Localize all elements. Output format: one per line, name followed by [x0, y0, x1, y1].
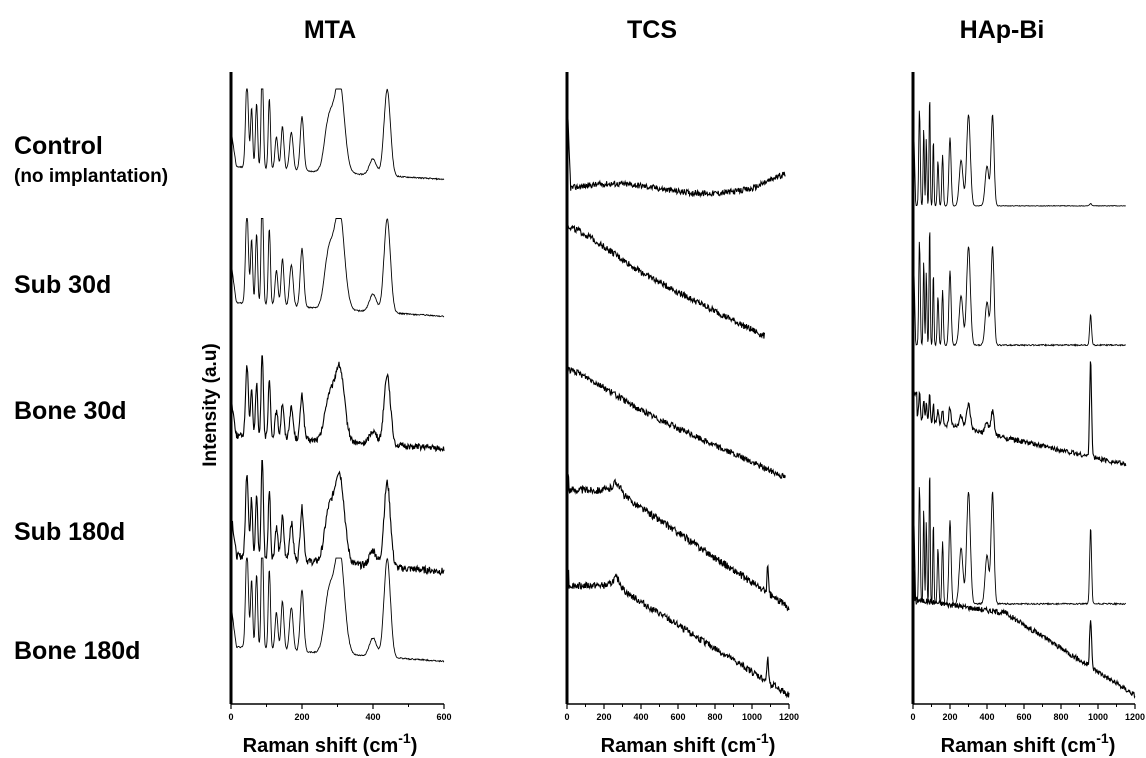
- x-axis-label-mta: Raman shift (cm-1): [243, 730, 418, 757]
- row-label-control: Control: [14, 132, 103, 160]
- x-tick-label: 0: [228, 712, 233, 722]
- x-axis-label-close: ): [769, 735, 776, 757]
- panel-title-tcs: TCS: [627, 16, 677, 44]
- y-axis-label: Intensity (a.u): [200, 343, 221, 467]
- row-label-sub-180d: Sub 180d: [14, 518, 125, 546]
- x-axis-label-main: Raman shift (cm: [941, 735, 1097, 757]
- spectrum-line-hapbi-2: [912, 361, 1127, 467]
- row-label-bone-180d: Bone 180d: [14, 637, 140, 665]
- spectrum-line-hapbi-3: [912, 477, 1126, 606]
- x-axis-label-close: ): [1109, 735, 1116, 757]
- x-axis-label-main: Raman shift (cm: [601, 735, 757, 757]
- spectrum-line-mta-3: [230, 460, 445, 576]
- spectrum-line-tcs-3: [566, 473, 790, 612]
- x-tick-label: 0: [564, 712, 569, 722]
- row-label-sub-30d: Sub 30d: [14, 271, 111, 299]
- row-label-bone-30d: Bone 30d: [14, 397, 127, 425]
- x-tick-label: 800: [1053, 712, 1068, 722]
- x-axis-label-close: ): [411, 735, 418, 757]
- x-tick-label: 600: [670, 712, 685, 722]
- x-tick-label: 600: [436, 712, 451, 722]
- x-tick-label: 1200: [1125, 712, 1145, 722]
- x-tick-label: 200: [596, 712, 611, 722]
- x-tick-label: 1000: [1088, 712, 1108, 722]
- spectrum-line-mta-0: [230, 88, 445, 181]
- x-tick-label: 800: [707, 712, 722, 722]
- x-tick-label: 400: [365, 712, 380, 722]
- row-sublabel-control: (no implantation): [14, 166, 168, 187]
- x-axis-label-sup: -1: [756, 730, 769, 746]
- spectrum-line-mta-2: [230, 355, 445, 453]
- spectrum-line-hapbi-0: [912, 102, 1126, 207]
- spectrum-line-tcs-1: [566, 222, 765, 339]
- x-axis-label-hap-bi: Raman shift (cm-1): [941, 730, 1116, 757]
- spectrum-line-mta-1: [230, 218, 445, 318]
- spectrum-line-mta-4: [230, 557, 445, 663]
- spectrum-line-tcs-4: [566, 569, 790, 699]
- plot-layer: 0 200 400 600 0 200 400 600 800 1000 1200 0 200 400 60…: [228, 72, 1145, 722]
- x-tick-label: 1000: [742, 712, 762, 722]
- spectrum-line-tcs-0: [566, 96, 786, 198]
- x-axis-label-sup: -1: [398, 730, 411, 746]
- x-tick-label: 400: [633, 712, 648, 722]
- x-axis-label-tcs: Raman shift (cm-1): [601, 730, 776, 757]
- x-tick-label: 400: [979, 712, 994, 722]
- panel-title-hap-bi: HAp-Bi: [960, 16, 1045, 44]
- x-axis-label-sup: -1: [1096, 730, 1109, 746]
- x-tick-label: 200: [294, 712, 309, 722]
- x-tick-label: 600: [1016, 712, 1031, 722]
- spectrum-line-tcs-2: [566, 366, 786, 480]
- spectrum-line-hapbi-1: [912, 232, 1126, 347]
- x-tick-label: 200: [942, 712, 957, 722]
- x-tick-label: 1200: [779, 712, 799, 722]
- x-axis-label-main: Raman shift (cm: [243, 735, 399, 757]
- spectrum-line-hapbi-4: [912, 569, 1136, 699]
- panel-title-mta: MTA: [304, 16, 356, 44]
- x-tick-label: 0: [910, 712, 915, 722]
